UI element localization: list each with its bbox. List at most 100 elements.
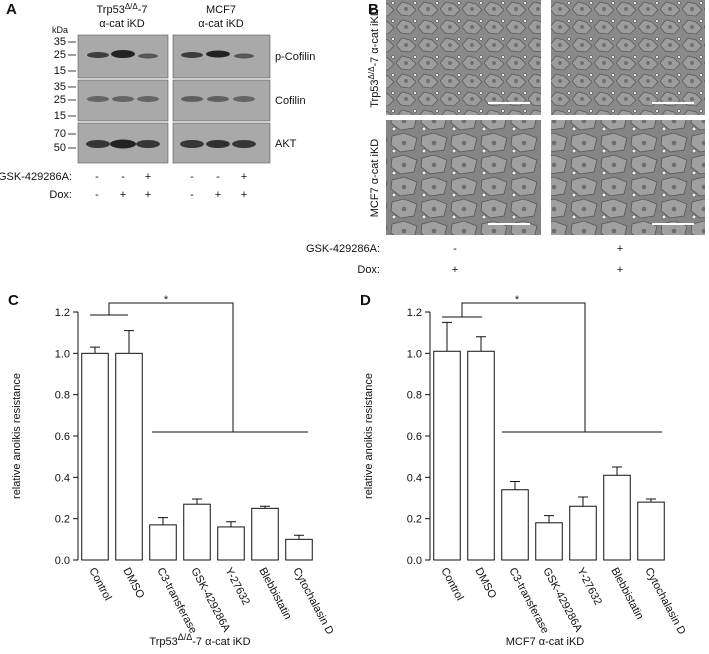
kda-marker: 25	[54, 49, 66, 61]
kda-marker: 35	[54, 36, 66, 48]
header-text: -7	[138, 4, 148, 16]
treatment-sign: +	[241, 189, 247, 201]
y-tick-label: 0.6	[407, 431, 422, 443]
treatment-sign: +	[617, 243, 623, 255]
error-bar	[294, 534, 304, 540]
error-bar	[260, 505, 270, 509]
bar	[535, 522, 563, 561]
x-tick-label: Y-27632	[222, 566, 252, 607]
treatment-sign: -	[95, 171, 99, 183]
y-axis-label: relative anoikis resistance	[363, 373, 375, 499]
error-bar	[544, 515, 554, 523]
treatment-sign: +	[215, 189, 221, 201]
kda-marker: 50	[54, 142, 66, 154]
kda-label: kDa	[52, 25, 68, 35]
y-tick-label: 0.8	[55, 390, 70, 402]
x-axis-title-sup: Δ/Δ	[178, 632, 193, 642]
x-axis-title-text: MCF7 α-cat iKD	[506, 636, 585, 648]
y-tick-label: 0.0	[55, 555, 70, 567]
kda-marker: 35	[54, 81, 66, 93]
y-tick-label: 0.8	[407, 390, 422, 402]
bar	[637, 501, 665, 561]
y-tick-label: 0.6	[55, 431, 70, 443]
panel-label: B	[368, 1, 379, 18]
error-bar	[158, 517, 168, 525]
error-bar	[226, 521, 236, 527]
annotation: *	[515, 294, 520, 306]
bar	[183, 503, 211, 561]
protein-label: Cofilin	[275, 95, 306, 107]
treatment-label: Dox:	[357, 264, 380, 276]
bar	[149, 524, 177, 561]
row-label: MCF7 α-cat iKD	[369, 139, 381, 218]
treatment-sign: +	[145, 171, 151, 183]
treatment-sign: +	[241, 171, 247, 183]
treatment-sign: -	[121, 171, 125, 183]
treatment-label: GSK-429286A:	[306, 243, 380, 255]
kda-marker: 15	[54, 65, 66, 77]
x-axis-title: Trp53Δ/Δ-7 α-cat iKD	[149, 632, 250, 648]
bar	[285, 538, 313, 561]
row-label: Trp53Δ/Δ-7 α-cat iKD	[367, 8, 382, 108]
significance-bracket	[90, 302, 662, 433]
y-tick-label: 0.4	[407, 472, 422, 484]
blot-header: α-cat iKD	[198, 18, 244, 30]
y-tick-label: 0.2	[55, 514, 70, 526]
protein-label: p-Cofilin	[275, 51, 315, 63]
bar	[501, 489, 529, 561]
x-tick-label: Control	[438, 566, 465, 603]
bar	[115, 352, 143, 561]
bar	[569, 505, 597, 561]
kda-marker: 70	[54, 128, 66, 140]
treatment-sign: +	[617, 264, 623, 276]
error-bar	[510, 480, 520, 490]
y-tick-label: 0.4	[55, 472, 70, 484]
kda-marker: 15	[54, 110, 66, 122]
error-bar	[124, 330, 134, 354]
header-sup: Δ/Δ	[125, 2, 139, 11]
blot-header: MCF7	[206, 4, 236, 16]
error-bar	[442, 321, 452, 352]
bar	[467, 350, 495, 561]
bar	[251, 507, 279, 561]
panel-label: C	[8, 292, 19, 309]
y-tick-label: 0.0	[407, 555, 422, 567]
treatment-sign: -	[190, 189, 194, 201]
row-text: Trp53	[369, 79, 381, 107]
treatment-sign: +	[120, 189, 126, 201]
protein-label: AKT	[275, 138, 297, 150]
x-tick-label: Blebbistatin	[608, 566, 645, 622]
bar	[433, 350, 461, 561]
panel-label: D	[360, 292, 371, 309]
y-tick-label: 0.2	[407, 514, 422, 526]
bar	[81, 352, 109, 561]
kda-marker: 25	[54, 94, 66, 106]
panel-label: A	[6, 1, 17, 18]
x-tick-label: Cytochalasin D	[290, 566, 335, 637]
treatment-sign: +	[452, 264, 458, 276]
error-bar	[578, 496, 588, 507]
y-axis-label: relative anoikis resistance	[11, 373, 23, 499]
blot-header: Trp53Δ/Δ-7	[96, 2, 147, 17]
x-tick-label: Blebbistatin	[256, 566, 293, 622]
error-bar	[646, 498, 656, 503]
x-axis-title-text: Trp53	[149, 636, 177, 648]
y-tick-label: 1.0	[407, 348, 422, 360]
error-bar	[90, 346, 100, 354]
error-bar	[612, 466, 622, 476]
treatment-sign: +	[145, 189, 151, 201]
x-tick-label: Cytochalasin D	[642, 566, 687, 637]
y-tick-label: 1.2	[407, 307, 422, 319]
x-axis-title: MCF7 α-cat iKD	[506, 636, 585, 648]
x-tick-label: Control	[86, 566, 113, 603]
error-bar	[192, 498, 202, 505]
treatment-label: Dox:	[49, 189, 72, 201]
x-tick-label: DMSO	[472, 566, 498, 601]
panel-a: A kDa Trp53Δ/Δ-7 α-cat iKD MCF7 α-cat iK…	[0, 1, 315, 201]
treatment-label: GSK-429286A:	[0, 171, 72, 183]
treatment-sign: -	[190, 171, 194, 183]
x-tick-label: DMSO	[120, 566, 146, 601]
panel-b: B Trp53Δ/Δ-7 α-cat iKD MCF7 α-cat iKD GS…	[306, 0, 705, 276]
y-tick-label: 1.0	[55, 348, 70, 360]
x-axis-title-text: -7 α-cat iKD	[192, 636, 250, 648]
